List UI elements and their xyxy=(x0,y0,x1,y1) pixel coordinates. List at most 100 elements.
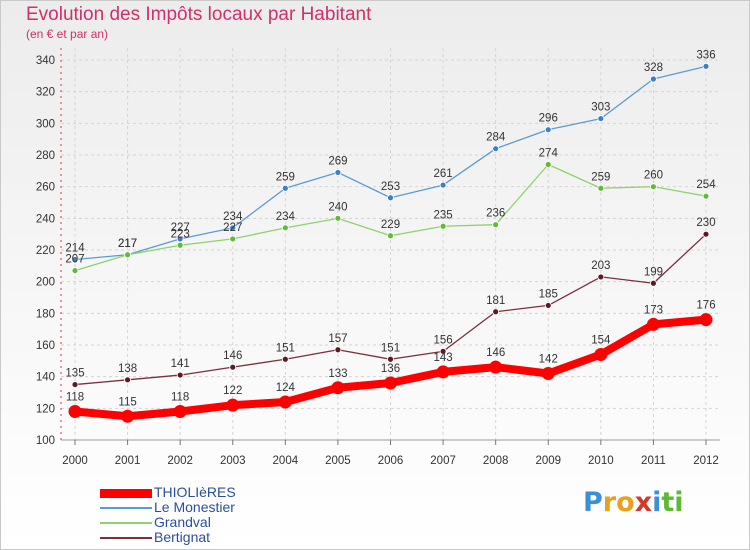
data-point xyxy=(387,194,394,202)
data-label: 274 xyxy=(539,148,559,160)
data-point xyxy=(597,115,605,122)
x-tick-label: 2008 xyxy=(483,455,509,467)
data-label: 135 xyxy=(65,368,84,380)
logo-letter: i xyxy=(652,487,662,518)
data-label: 143 xyxy=(433,352,452,364)
data-point xyxy=(331,381,345,395)
data-label: 269 xyxy=(328,155,347,167)
data-point xyxy=(492,308,500,316)
data-label: 229 xyxy=(381,219,400,231)
legend-label: Grandval xyxy=(154,514,211,530)
logo-letter: x xyxy=(634,487,653,518)
data-label: 122 xyxy=(223,385,242,397)
data-point xyxy=(439,222,447,230)
data-label: 235 xyxy=(433,209,452,221)
data-point xyxy=(594,348,608,361)
data-point xyxy=(229,363,237,371)
data-label: 156 xyxy=(433,334,452,346)
x-tick-label: 2003 xyxy=(220,455,246,467)
x-tick-label: 2002 xyxy=(167,455,193,467)
x-tick-label: 2004 xyxy=(273,455,299,467)
data-point xyxy=(176,371,184,379)
y-tick-label: 280 xyxy=(36,150,55,162)
data-point xyxy=(71,267,79,274)
legend-label: Le Monestier xyxy=(154,499,235,515)
legend-label: Bertignat xyxy=(154,529,211,545)
y-tick-label: 140 xyxy=(36,372,55,384)
data-label: 296 xyxy=(539,113,558,125)
data-label: 253 xyxy=(381,181,400,193)
data-label: 181 xyxy=(486,295,505,307)
data-label: 217 xyxy=(118,238,137,250)
data-point xyxy=(699,313,713,327)
data-point xyxy=(650,279,657,287)
data-point xyxy=(71,381,79,388)
logo-letter: t xyxy=(661,487,675,518)
proxiti-logo: Proxiti xyxy=(583,487,684,518)
data-label: 146 xyxy=(223,350,242,362)
x-tick-label: 2005 xyxy=(325,455,351,467)
data-label: 199 xyxy=(644,266,663,278)
data-point xyxy=(387,355,394,363)
data-label: 207 xyxy=(65,254,84,266)
data-label: 227 xyxy=(171,222,190,234)
data-label: 185 xyxy=(539,288,558,300)
data-point xyxy=(124,251,131,259)
data-point xyxy=(544,126,552,134)
legend-swatch xyxy=(100,488,152,498)
data-point xyxy=(492,221,500,229)
data-point xyxy=(71,256,79,263)
x-tick-label: 2001 xyxy=(115,455,141,467)
x-tick-label: 2000 xyxy=(62,455,88,467)
data-label: 176 xyxy=(696,300,715,312)
data-point xyxy=(492,145,500,153)
y-tick-label: 260 xyxy=(36,182,55,194)
x-tick-label: 2011 xyxy=(641,455,666,467)
x-tick-label: 2006 xyxy=(378,455,404,467)
data-point xyxy=(334,214,342,222)
x-tick-label: 2012 xyxy=(693,455,719,467)
line-chart: 100 120 140 160 180 200 220 240 260 280 300 320 340 2… xyxy=(36,48,720,467)
data-label: 259 xyxy=(591,171,610,183)
data-point xyxy=(229,235,237,243)
data-point xyxy=(436,365,450,379)
logo-letter: r xyxy=(602,487,617,518)
data-point xyxy=(597,273,605,281)
data-point xyxy=(334,169,342,176)
y-tick-label: 100 xyxy=(36,435,55,447)
series-thioli-res: 118 115 118 122 124 133 136 143 146 142 154 173 176 xyxy=(66,300,716,423)
y-tick-label: 200 xyxy=(36,277,55,289)
data-label: 142 xyxy=(539,354,558,366)
data-point xyxy=(702,62,710,70)
data-point xyxy=(650,75,657,83)
data-label: 138 xyxy=(118,363,137,375)
y-tick-label: 240 xyxy=(36,213,55,225)
y-tick-label: 160 xyxy=(36,340,55,352)
data-label: 136 xyxy=(381,363,400,375)
data-label: 261 xyxy=(433,168,452,180)
data-label: 217 xyxy=(118,238,137,250)
y-tick-label: 120 xyxy=(36,403,55,415)
data-label: 234 xyxy=(223,211,243,223)
data-point xyxy=(173,405,187,418)
x-tick-label: 2010 xyxy=(588,455,614,467)
data-label: 328 xyxy=(644,62,663,74)
data-label: 124 xyxy=(276,382,296,394)
data-label: 214 xyxy=(65,243,85,255)
data-label: 203 xyxy=(591,260,610,272)
data-label: 223 xyxy=(171,228,190,240)
data-point xyxy=(544,302,552,309)
data-point xyxy=(281,184,289,192)
logo-letter: i xyxy=(674,487,684,518)
data-point xyxy=(68,405,82,418)
data-label: 118 xyxy=(171,392,189,404)
data-point xyxy=(384,376,397,390)
data-point xyxy=(544,161,552,168)
x-tick-label: 2009 xyxy=(535,455,561,467)
data-label: 234 xyxy=(276,211,296,223)
data-point xyxy=(489,360,503,374)
data-point xyxy=(650,183,657,191)
data-point xyxy=(702,192,710,200)
